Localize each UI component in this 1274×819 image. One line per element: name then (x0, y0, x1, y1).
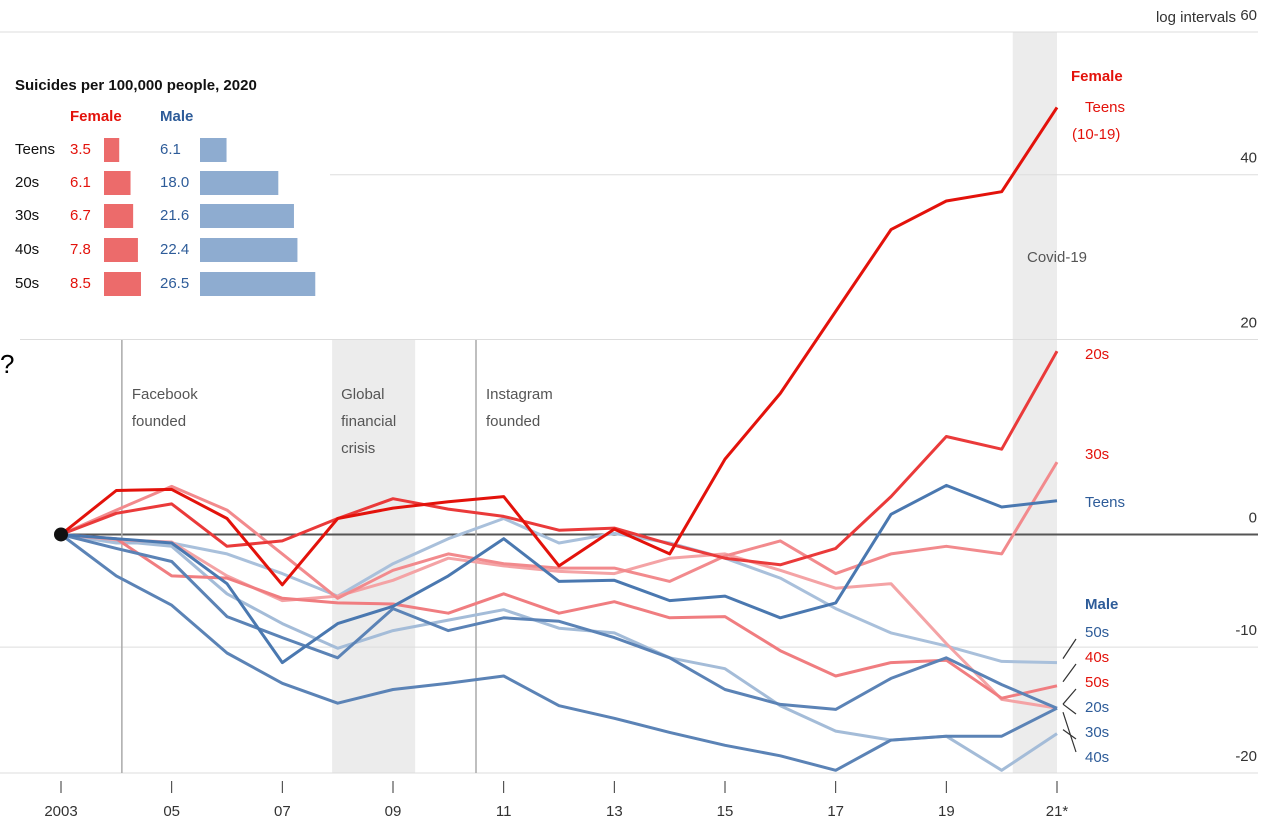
series-label: 30s (1085, 446, 1109, 463)
series-label: 40s (1085, 649, 1109, 666)
bar (104, 272, 141, 296)
label-connector (1062, 688, 1077, 705)
band-label: financial (341, 413, 396, 430)
label-connector (1062, 729, 1077, 740)
row-label: 50s (15, 275, 39, 292)
y-tick-label: -20 (1235, 748, 1257, 765)
series-label: 20s (1085, 346, 1109, 363)
start-dot (54, 527, 68, 542)
band-label: Covid-19 (1027, 249, 1087, 266)
series-label-range: (10-19) (1072, 126, 1120, 143)
x-tick-label: 05 (163, 803, 180, 819)
group-label: Female (1071, 68, 1123, 85)
shaded-band (332, 340, 416, 773)
bar (200, 171, 279, 195)
column-header: Male (160, 108, 193, 125)
row-label: 30s (15, 207, 39, 224)
series-line (60, 517, 1058, 665)
row-label: Teens (15, 141, 55, 158)
x-tick-label: 15 (717, 803, 734, 819)
x-tick-label: 11 (496, 803, 512, 819)
band-label: crisis (341, 440, 375, 457)
x-tick-label: 21* (1046, 803, 1069, 819)
stray-mark: ? (0, 349, 14, 379)
bar (104, 171, 131, 195)
label-connector (1062, 703, 1077, 715)
bar (104, 238, 138, 262)
x-tick-label: 13 (606, 803, 623, 819)
series-label: 40s (1085, 749, 1109, 766)
label-connector (1062, 712, 1077, 753)
series-label: 50s (1085, 624, 1109, 641)
series-label: Teens (1085, 494, 1125, 511)
value-label: 8.5 (70, 275, 91, 292)
value-label: 6.1 (70, 174, 91, 191)
series-label: 30s (1085, 724, 1109, 741)
y-axis-label: log intervals (1156, 9, 1236, 26)
series-line (60, 533, 1058, 711)
x-tick-label: 19 (938, 803, 955, 819)
series-label: Teens (1085, 99, 1125, 116)
x-tick-label: 17 (827, 803, 844, 819)
series-label: 50s (1085, 674, 1109, 691)
bar (104, 138, 120, 162)
group-label: Male (1085, 596, 1118, 613)
row-label: 20s (15, 174, 39, 191)
bar (104, 204, 134, 228)
annotation-text: founded (486, 413, 540, 430)
series-line (60, 533, 1058, 710)
series-line (60, 106, 1059, 587)
value-label: 6.7 (70, 207, 91, 224)
annotation-text: Facebook (132, 386, 198, 403)
series-label: 20s (1085, 699, 1109, 716)
bar (200, 138, 227, 162)
column-header: Female (70, 108, 122, 125)
y-tick-label: 60 (1240, 7, 1257, 24)
band-label: Global (341, 386, 384, 403)
x-tick-label: 09 (385, 803, 402, 819)
value-label: 21.6 (160, 207, 189, 224)
y-tick-label: 40 (1240, 150, 1257, 167)
series-line (60, 533, 1058, 700)
series-line (60, 461, 1059, 600)
bar (200, 272, 316, 296)
shaded-band (1012, 32, 1057, 773)
x-tick-label: 07 (274, 803, 291, 819)
value-label: 7.8 (70, 241, 91, 258)
y-tick-label: 20 (1240, 315, 1257, 332)
inset-title: Suicides per 100,000 people, 2020 (15, 77, 257, 94)
value-label: 26.5 (160, 275, 189, 292)
value-label: 3.5 (70, 141, 91, 158)
y-tick-label: -10 (1235, 622, 1257, 639)
label-connector (1062, 663, 1077, 683)
row-label: 40s (15, 241, 39, 258)
annotation-text: Instagram (486, 386, 553, 403)
series-line (60, 350, 1059, 567)
label-connector (1062, 638, 1077, 659)
value-label: 18.0 (160, 174, 189, 191)
annotation-text: founded (132, 413, 186, 430)
bar (200, 238, 298, 262)
bar (200, 204, 294, 228)
value-label: 6.1 (160, 141, 181, 158)
x-tick-label: 2003 (44, 803, 77, 819)
value-label: 22.4 (160, 241, 189, 258)
y-tick-label: 0 (1249, 509, 1257, 526)
series-line (60, 533, 1058, 772)
series-line (60, 483, 1058, 665)
